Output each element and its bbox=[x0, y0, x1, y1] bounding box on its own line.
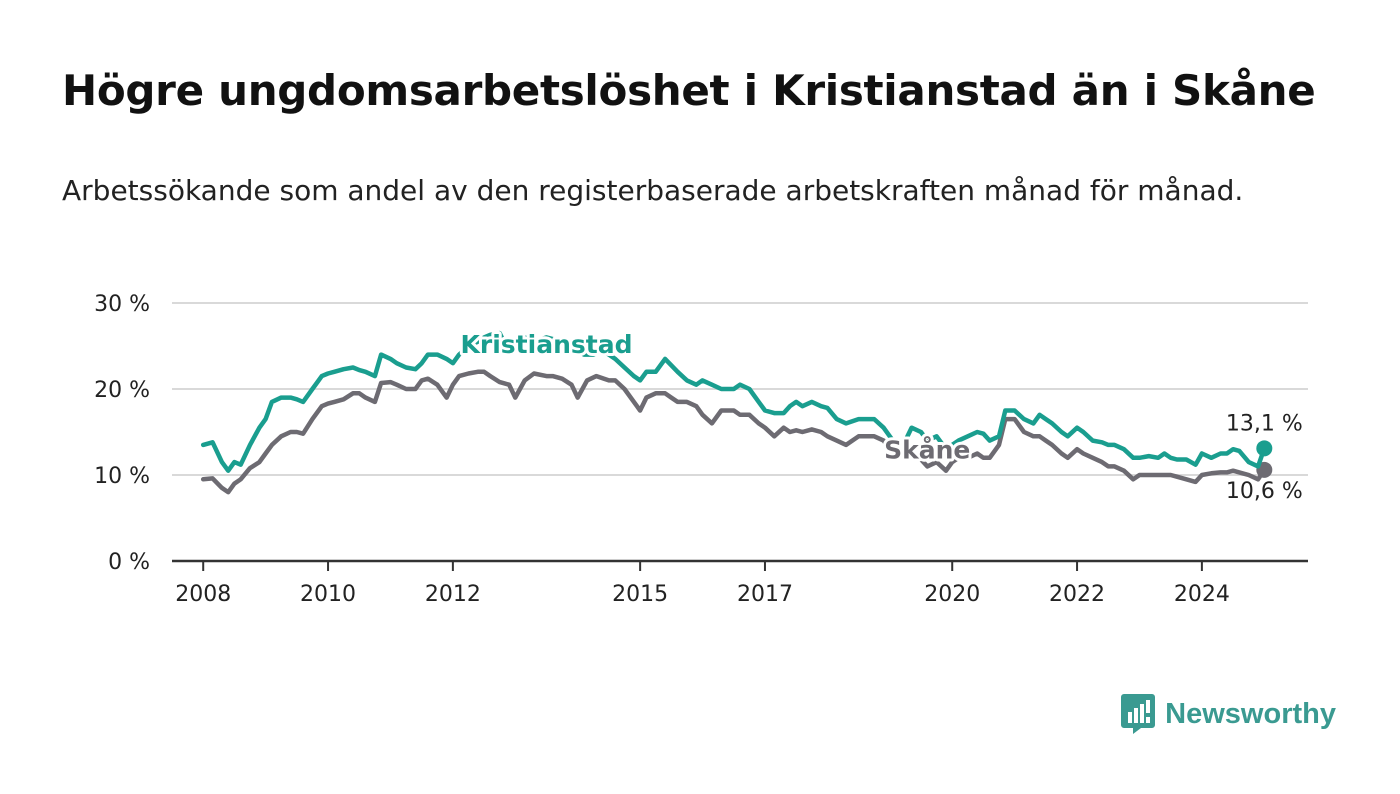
chart-title: Högre ungdomsarbetslöshet i Kristianstad… bbox=[62, 66, 1316, 115]
y-tick-label: 10 % bbox=[94, 464, 150, 489]
gridlines bbox=[172, 302, 1308, 476]
axes: 0 % 10 % 20 % 30 % 2008 2010 2012 2015 2017 2020 2… bbox=[94, 292, 1308, 607]
x-tick-label: 2015 bbox=[612, 582, 668, 607]
y-tick-label: 0 % bbox=[108, 550, 150, 575]
x-tick-label: 2012 bbox=[425, 582, 481, 607]
series-lines bbox=[200, 330, 1273, 495]
bar-chart-speech-bubble-icon bbox=[1121, 694, 1156, 734]
end-point-marker bbox=[1256, 440, 1273, 457]
x-tick-label: 2024 bbox=[1174, 582, 1230, 607]
newsworthy-logo: Newsworthy bbox=[1121, 694, 1336, 734]
series-line-skåne bbox=[200, 369, 1267, 495]
series-label-kristianstad: Kristianstad bbox=[461, 330, 633, 359]
chart-subtitle: Arbetssökande som andel av den registerb… bbox=[62, 174, 1244, 207]
series-label-skåne: Skåne bbox=[884, 436, 970, 465]
x-tick-label: 2022 bbox=[1049, 582, 1105, 607]
series-line-kristianstad bbox=[200, 330, 1267, 473]
y-tick-label: 20 % bbox=[94, 378, 150, 403]
x-tick-label: 2008 bbox=[175, 582, 231, 607]
end-value-label: 13,1 % bbox=[1226, 411, 1303, 436]
logo-wordmark: Newsworthy bbox=[1165, 697, 1336, 730]
y-tick-label: 30 % bbox=[94, 292, 150, 317]
x-tick-label: 2017 bbox=[737, 582, 793, 607]
x-tick-label: 2010 bbox=[300, 582, 356, 607]
series-labels: 13,1 % 10,6 % Kristianstad Skåne bbox=[458, 327, 1303, 504]
end-value-label: 10,6 % bbox=[1226, 479, 1303, 504]
x-tick-label: 2020 bbox=[924, 582, 980, 607]
